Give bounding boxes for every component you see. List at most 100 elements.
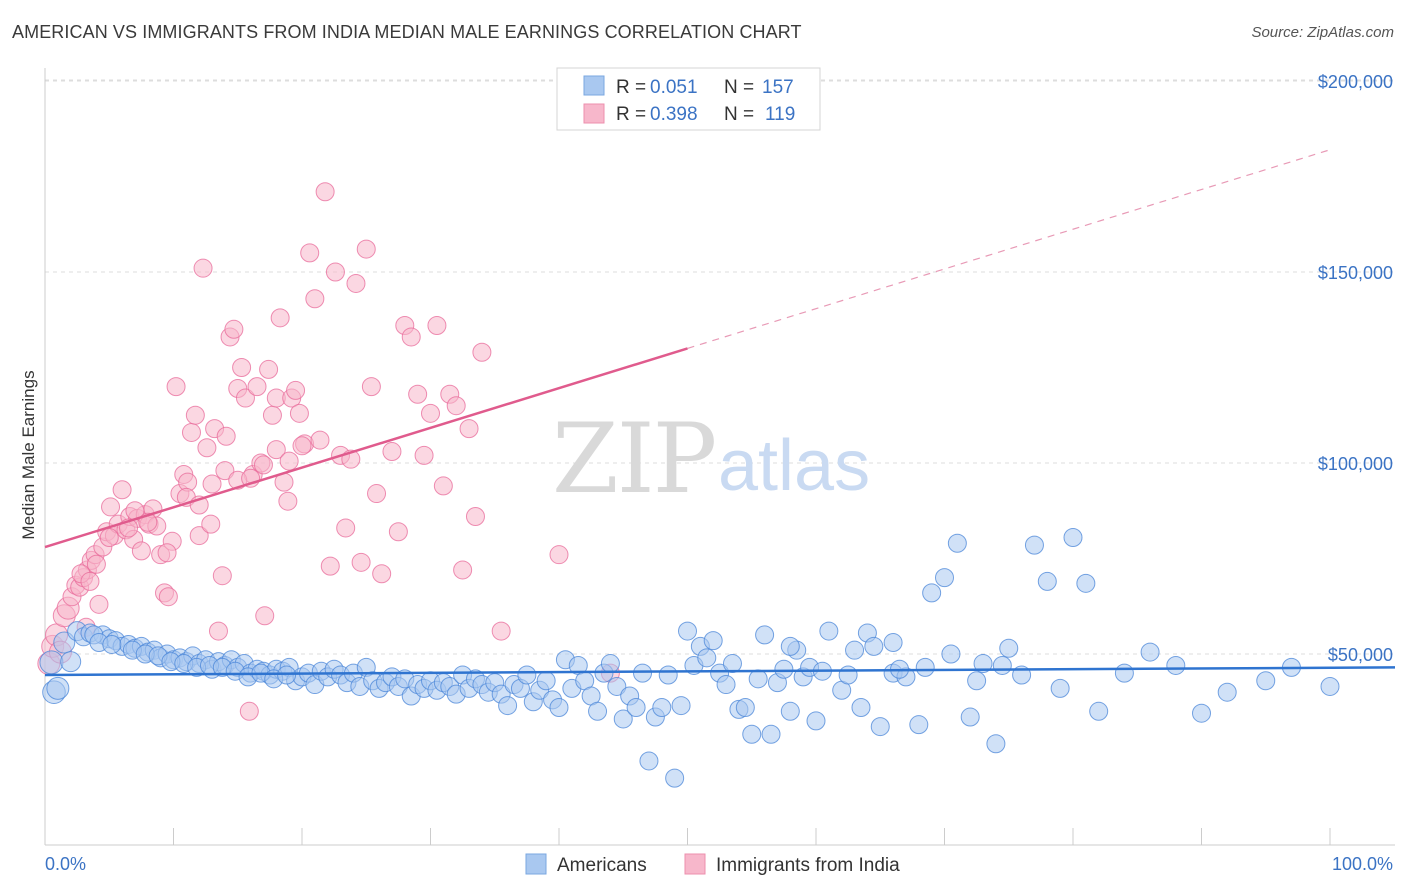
top-legend: R = 0.051 N = 157 R = 0.398 N = 119	[556, 67, 821, 131]
trend-line-india	[44, 347, 688, 549]
data-point	[633, 663, 653, 683]
data-point	[549, 545, 569, 565]
data-point	[1024, 535, 1044, 555]
data-point	[232, 358, 252, 377]
data-point	[973, 654, 993, 674]
data-point	[453, 560, 473, 580]
data-point	[999, 638, 1019, 658]
data-point	[960, 707, 980, 727]
data-point	[193, 258, 213, 278]
data-point	[780, 636, 800, 656]
data-point	[101, 497, 121, 517]
data-point	[346, 273, 366, 293]
data-point	[131, 541, 151, 561]
data-point	[748, 669, 768, 689]
data-point	[356, 239, 376, 259]
data-point	[216, 426, 236, 446]
data-point	[39, 650, 64, 675]
chart-title: AMERICAN VS IMMIGRANTS FROM INDIA MEDIAN…	[12, 22, 802, 42]
data-point	[189, 526, 209, 546]
x-tick-label: 100.0%	[1332, 854, 1393, 874]
data-point	[421, 403, 440, 423]
data-point	[300, 243, 320, 263]
data-point	[922, 583, 942, 603]
data-point	[678, 621, 697, 641]
data-point	[414, 445, 434, 465]
data-point	[883, 633, 903, 653]
data-point	[600, 654, 620, 674]
data-point	[102, 634, 122, 654]
data-point	[1320, 676, 1340, 696]
series-india-points	[37, 182, 620, 721]
data-point	[279, 451, 299, 471]
data-point	[626, 697, 646, 717]
data-point	[947, 533, 967, 553]
data-point	[320, 556, 340, 576]
data-point	[278, 491, 298, 511]
data-point	[86, 554, 106, 574]
legend-swatch-india	[583, 103, 605, 124]
data-point	[112, 480, 132, 500]
data-point	[197, 438, 217, 458]
data-point	[909, 715, 929, 735]
data-point	[224, 319, 244, 339]
data-point	[697, 648, 717, 668]
x-tick-label: 0.0%	[45, 854, 86, 874]
data-point	[253, 455, 273, 475]
data-point	[446, 396, 466, 416]
data-point	[325, 262, 345, 282]
data-point	[212, 566, 232, 586]
data-point	[46, 676, 70, 700]
data-point	[382, 442, 402, 462]
data-point	[401, 327, 421, 347]
data-point	[201, 514, 221, 534]
data-point	[1166, 655, 1186, 675]
data-point	[851, 697, 871, 717]
data-point	[427, 315, 447, 335]
data-point	[864, 636, 884, 656]
data-point	[310, 430, 330, 450]
data-point	[780, 701, 800, 721]
data-point	[665, 768, 685, 788]
legend-r-label-1: R =	[616, 77, 646, 98]
data-point	[235, 388, 255, 408]
data-point	[372, 564, 392, 584]
data-point	[158, 587, 178, 607]
bottom-legend-swatch-india	[684, 853, 706, 875]
trend-line-americans	[44, 666, 1396, 677]
data-point	[459, 419, 479, 439]
legend-n-label-2: N =	[724, 104, 754, 125]
legend-r-value-2: 0.398	[650, 104, 698, 125]
data-point	[1037, 571, 1057, 591]
data-point	[774, 659, 794, 679]
legend-r-label-2: R =	[616, 104, 646, 125]
bottom-legend: Americans Immigrants from India	[525, 853, 900, 876]
data-point	[742, 724, 762, 744]
data-point	[671, 696, 691, 716]
watermark: ZIP atlas	[552, 403, 870, 515]
data-point	[1192, 703, 1211, 723]
data-point	[838, 665, 858, 685]
data-point	[367, 484, 387, 504]
data-point	[255, 606, 275, 626]
data-point	[819, 621, 839, 641]
data-point	[208, 621, 228, 641]
y-tick-label: $100,000	[1318, 454, 1393, 474]
data-point	[185, 405, 205, 425]
legend-n-value-1: 157	[762, 77, 794, 98]
data-point	[639, 751, 659, 771]
data-point	[239, 701, 259, 721]
data-point	[262, 405, 282, 425]
data-point	[755, 625, 775, 645]
data-point	[1063, 527, 1083, 547]
data-point	[315, 182, 335, 202]
data-point	[1140, 642, 1160, 662]
data-point	[845, 640, 865, 660]
data-point	[613, 709, 633, 729]
data-point	[1114, 663, 1134, 683]
y-tick-labels: $50,000 $100,000 $150,000 $200,000	[1318, 72, 1393, 665]
data-point	[915, 657, 935, 677]
bottom-legend-india: Immigrants from India	[716, 855, 900, 876]
y-tick-label: $150,000	[1318, 263, 1393, 283]
